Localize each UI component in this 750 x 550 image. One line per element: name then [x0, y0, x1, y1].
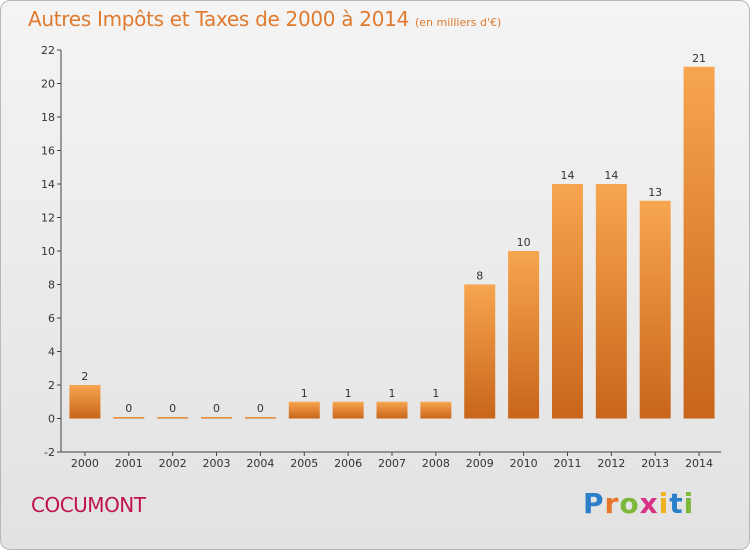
bar — [244, 417, 276, 419]
data-label: 1 — [389, 387, 396, 400]
data-label: 0 — [169, 402, 176, 415]
data-label: 13 — [648, 186, 662, 199]
data-label: 14 — [560, 169, 574, 182]
data-label: 21 — [692, 52, 706, 65]
bar — [464, 284, 496, 419]
commune-name: COCUMONT — [31, 493, 146, 517]
y-tick-label: 12 — [41, 212, 55, 225]
x-tick-label: 2010 — [510, 457, 538, 470]
y-tick-label: 4 — [48, 346, 55, 359]
y-tick-label: 14 — [41, 178, 55, 191]
bar — [376, 401, 408, 419]
logo-letter: t — [669, 487, 684, 520]
bar — [157, 417, 189, 419]
logo-letter: o — [619, 487, 640, 520]
bar — [639, 200, 671, 419]
chart-title: Autres Impôts et Taxes de 2000 à 2014 (en… — [28, 7, 501, 31]
bar — [508, 251, 540, 419]
y-tick-label: 20 — [41, 78, 55, 91]
bar — [288, 401, 320, 419]
bar — [551, 184, 583, 419]
x-tick-label: 2003 — [203, 457, 231, 470]
x-tick-label: 2001 — [115, 457, 143, 470]
x-tick-label: 2006 — [334, 457, 362, 470]
bar — [113, 417, 145, 419]
chart-title-text: Autres Impôts et Taxes de 2000 à 2014 — [28, 7, 409, 31]
x-tick-label: 2007 — [378, 457, 406, 470]
y-tick-label: 18 — [41, 111, 55, 124]
data-label: 1 — [301, 387, 308, 400]
bar — [332, 401, 364, 419]
data-label: 0 — [125, 402, 132, 415]
bar — [420, 401, 452, 419]
x-tick-label: 2009 — [466, 457, 494, 470]
x-tick-label: 2012 — [597, 457, 625, 470]
x-tick-label: 2005 — [290, 457, 318, 470]
x-tick-label: 2011 — [553, 457, 581, 470]
data-label: 10 — [517, 236, 531, 249]
data-label: 8 — [476, 270, 483, 283]
logo-letter: P — [583, 487, 605, 520]
data-label: 1 — [432, 387, 439, 400]
bar — [69, 385, 101, 419]
y-tick-label: 8 — [48, 279, 55, 292]
y-tick-label: 2 — [48, 379, 55, 392]
y-tick-label: 0 — [48, 413, 55, 426]
y-tick-label: -2 — [44, 446, 55, 459]
x-tick-label: 2013 — [641, 457, 669, 470]
x-tick-label: 2002 — [159, 457, 187, 470]
logo-letter: r — [604, 487, 620, 520]
data-label: 0 — [213, 402, 220, 415]
data-label: 14 — [604, 169, 618, 182]
data-label: 0 — [257, 402, 264, 415]
bar — [595, 184, 627, 419]
x-tick-label: 2004 — [246, 457, 274, 470]
chart-subtitle: (en milliers d'€) — [415, 16, 502, 29]
x-tick-label: 2008 — [422, 457, 450, 470]
proxiti-logo: Proxiti — [583, 487, 694, 520]
y-tick-label: 6 — [48, 312, 55, 325]
logo-letter: i — [658, 487, 670, 520]
logo-letter: x — [639, 487, 659, 520]
x-tick-label: 2014 — [685, 457, 713, 470]
x-tick-label: 2000 — [71, 457, 99, 470]
bar — [683, 66, 715, 419]
y-tick-label: 16 — [41, 145, 55, 158]
data-label: 2 — [81, 370, 88, 383]
y-tick-label: 10 — [41, 245, 55, 258]
logo-letter: i — [683, 487, 695, 520]
data-label: 1 — [345, 387, 352, 400]
y-tick-label: 22 — [41, 44, 55, 57]
bar — [201, 417, 233, 419]
